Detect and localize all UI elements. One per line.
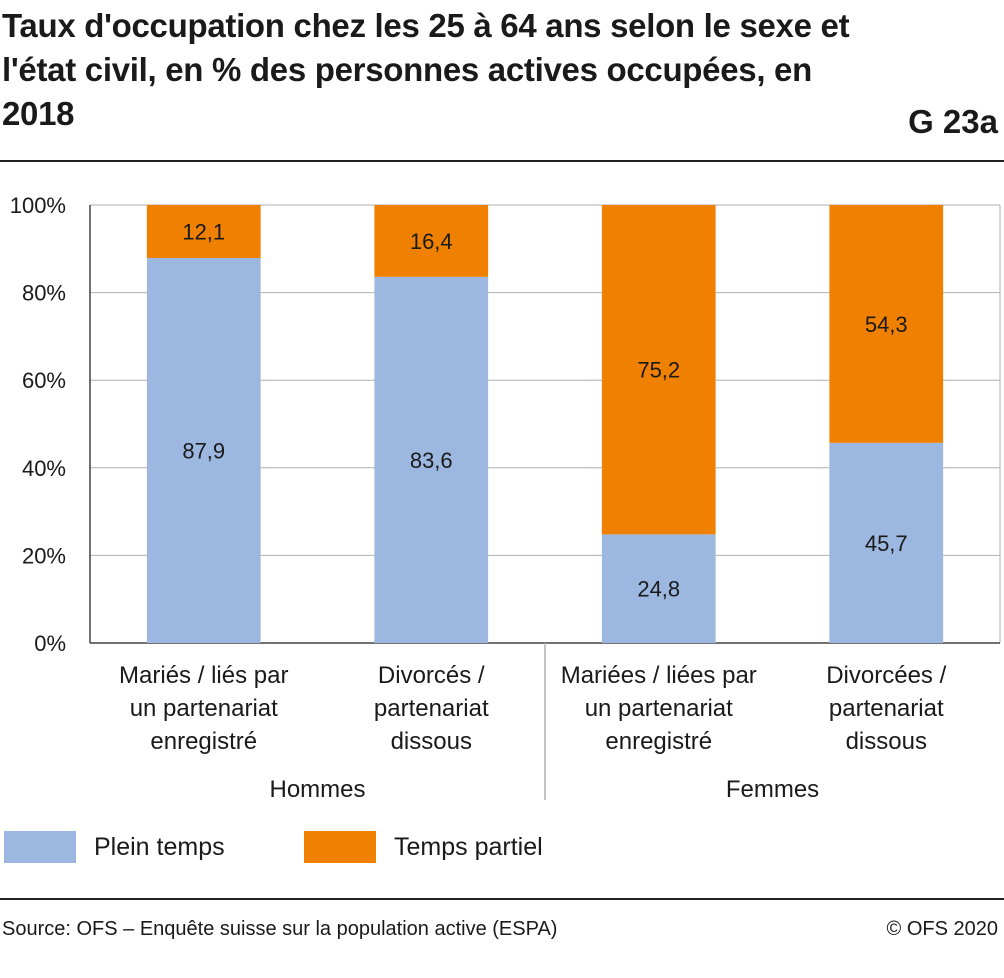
y-tick-label: 40% xyxy=(22,456,66,481)
bar-temps-partiel xyxy=(829,205,944,443)
y-tick-label: 80% xyxy=(22,281,66,306)
x-category-label: dissous xyxy=(391,728,472,755)
x-group-label: Hommes xyxy=(269,776,365,803)
figure-code: G 23a xyxy=(908,103,998,140)
bar-plein-temps xyxy=(601,534,716,643)
x-category-label: Divorcés / xyxy=(378,662,485,689)
bar-plein-temps xyxy=(146,257,261,643)
legend-swatch-plein-temps xyxy=(4,831,76,863)
source-note: Source: OFS – Enquête suisse sur la popu… xyxy=(2,918,558,940)
bar-temps-partiel xyxy=(601,205,716,535)
x-category-label: partenariat xyxy=(829,695,944,722)
x-category-label: dissous xyxy=(846,728,927,755)
data-label-plein-temps: 83,6 xyxy=(410,448,453,473)
x-category-label: enregistré xyxy=(605,728,712,755)
stacked-bar-chart: 0% 20% 40% 60% 80% 100% 87,9 12,1 Mariés / liés … xyxy=(10,193,1001,803)
data-label-temps-partiel: 16,4 xyxy=(410,229,453,254)
bar-temps-partiel xyxy=(374,205,489,277)
legend-label-plein-temps: Plein temps xyxy=(94,832,225,861)
x-category-label: partenariat xyxy=(374,695,489,722)
y-tick-label: 20% xyxy=(22,543,66,568)
copyright: © OFS 2020 xyxy=(886,918,998,940)
x-category-label: un partenariat xyxy=(130,695,278,722)
x-category-label: enregistré xyxy=(150,728,257,755)
data-label-temps-partiel: 12,1 xyxy=(182,219,225,244)
data-label-temps-partiel: 54,3 xyxy=(865,312,908,337)
bottom-divider xyxy=(0,898,1004,900)
x-category-label: Mariées / liées par xyxy=(561,662,757,689)
legend-item-temps-partiel: Temps partiel xyxy=(304,830,543,864)
bar-plein-temps xyxy=(374,276,489,643)
data-label-plein-temps: 87,9 xyxy=(182,438,225,463)
chart-title: Taux d'occupation chez les 25 à 64 ans s… xyxy=(2,7,850,132)
bar-plein-temps xyxy=(829,442,944,643)
top-divider xyxy=(0,160,1004,162)
legend-label-temps-partiel: Temps partiel xyxy=(394,832,543,861)
x-category-label: Divorcées / xyxy=(826,662,946,689)
x-group-label: Femmes xyxy=(726,776,819,803)
legend-swatch-temps-partiel xyxy=(304,831,376,863)
x-category-label: Mariés / liés par xyxy=(119,662,288,689)
data-label-temps-partiel: 75,2 xyxy=(637,358,680,383)
legend-item-plein-temps: Plein temps xyxy=(4,830,225,864)
x-category-label: un partenariat xyxy=(585,695,733,722)
bar-temps-partiel xyxy=(146,205,261,258)
data-label-plein-temps: 24,8 xyxy=(637,577,680,602)
y-tick-label: 0% xyxy=(34,631,66,656)
data-label-plein-temps: 45,7 xyxy=(865,531,908,556)
y-tick-label: 100% xyxy=(10,193,66,218)
y-tick-label: 60% xyxy=(22,368,66,393)
